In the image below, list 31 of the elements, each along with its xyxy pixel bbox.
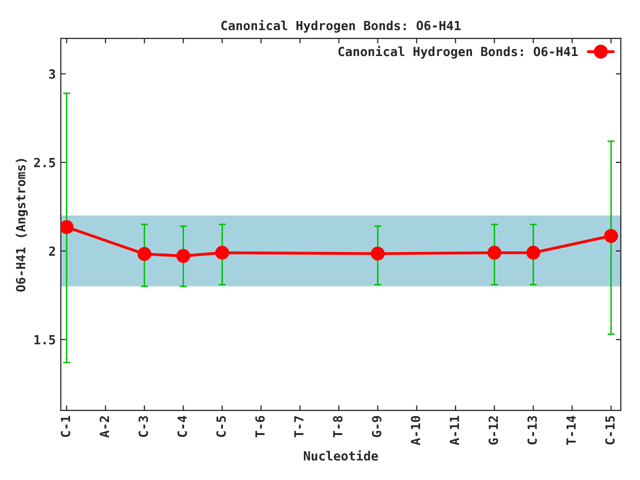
x-tick-label: T-7 — [294, 416, 304, 438]
y-tick-label: 2 — [49, 246, 55, 256]
x-tick-label: C-5 — [216, 416, 226, 437]
x-tick-label: C-13 — [527, 416, 537, 444]
y-tick-label: 2.5 — [34, 158, 56, 168]
legend-label: Canonical Hydrogen Bonds: O6-H41 — [338, 46, 578, 59]
x-tick-label: C-15 — [605, 416, 615, 444]
x-tick-label: T-8 — [333, 416, 342, 438]
x-tick-label: A-10 — [410, 416, 420, 446]
point — [60, 220, 74, 234]
x-tick-label: C-3 — [138, 416, 148, 437]
point — [604, 228, 618, 243]
point — [176, 248, 190, 263]
x-tick-label: G-12 — [488, 416, 498, 445]
y-tick-label: 1.5 — [34, 335, 56, 344]
point — [137, 247, 152, 261]
x-tick-label: G-9 — [372, 416, 382, 438]
point — [526, 246, 540, 260]
y-tick-label: 3 — [49, 69, 56, 79]
x-tick-label: C-1 — [60, 416, 70, 437]
point — [215, 246, 230, 260]
point — [487, 246, 502, 260]
y-axis-title: O6-H41 (Angstroms) — [16, 159, 28, 292]
x-tick-label: C-4 — [177, 416, 187, 437]
x-tick-label: T-6 — [255, 416, 265, 438]
x-tick-label: A-2 — [100, 416, 109, 438]
point — [370, 246, 385, 261]
x-axis-title: Nucleotide — [304, 450, 378, 461]
x-tick-label: A-11 — [450, 416, 459, 446]
x-tick-label: T-14 — [566, 416, 576, 445]
chart-title: Canonical Hydrogen Bonds: O6-H41 — [221, 20, 461, 33]
